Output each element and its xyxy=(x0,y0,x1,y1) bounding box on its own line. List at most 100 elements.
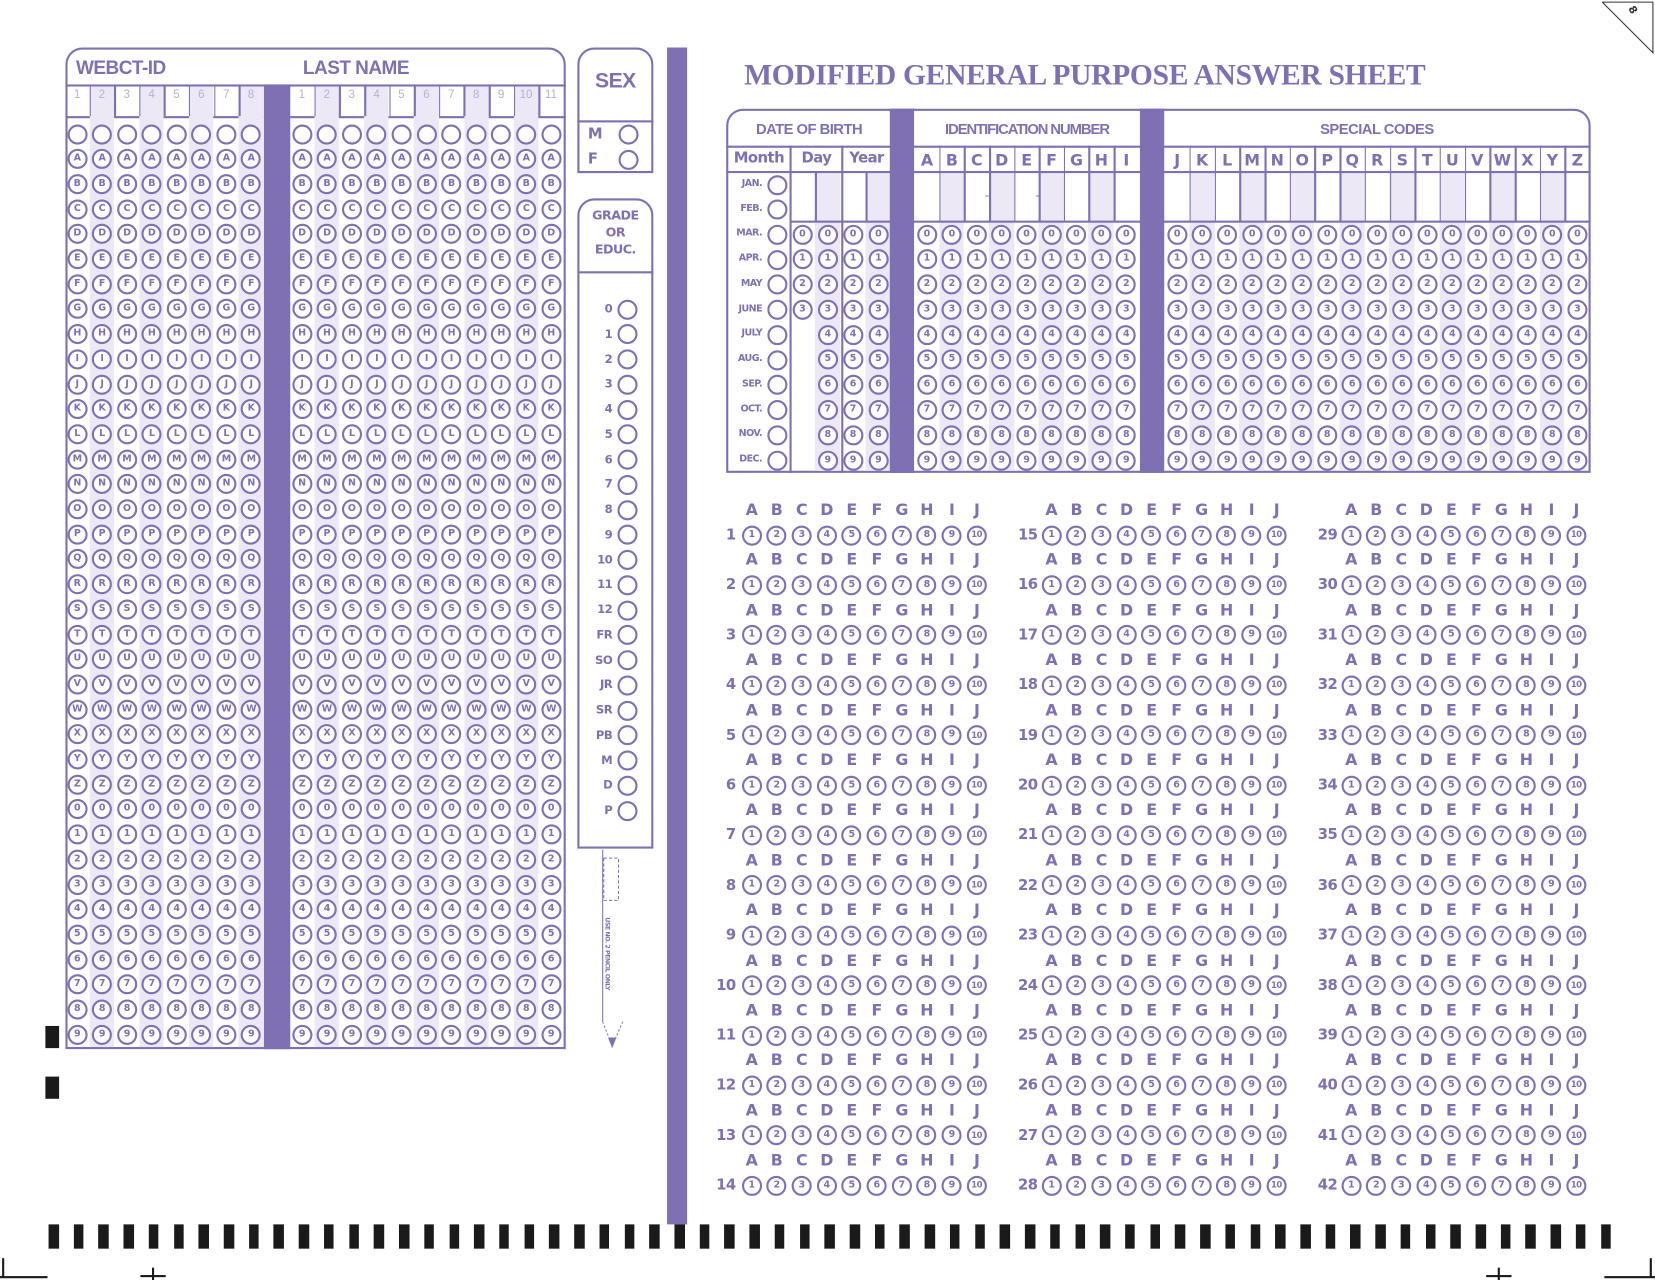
webct-id-bubble[interactable]: 6 xyxy=(141,949,162,970)
answer-bubble[interactable]: 6 xyxy=(1166,525,1187,546)
answer-bubble[interactable]: 2 xyxy=(1066,1025,1087,1046)
webct-id-bubble[interactable]: R xyxy=(216,574,237,595)
special-code-bubble[interactable]: 7 xyxy=(1191,399,1212,421)
year-tens-bubble[interactable]: 7 xyxy=(842,399,863,421)
last-name-bubble[interactable]: I xyxy=(391,349,412,370)
answer-bubble[interactable]: 1 xyxy=(1341,575,1362,596)
webct-id-bubble[interactable]: W xyxy=(141,699,162,720)
answer-bubble[interactable]: 5 xyxy=(841,925,862,946)
webct-id-bubble[interactable]: V xyxy=(191,674,212,695)
answer-bubble[interactable]: 5 xyxy=(1441,1025,1462,1046)
last-name-bubble[interactable]: W xyxy=(291,699,312,720)
last-name-bubble[interactable]: E xyxy=(466,249,487,270)
webct-id-bubble[interactable]: M xyxy=(166,449,187,470)
last-name-bubble[interactable]: U xyxy=(316,649,337,670)
webct-id-bubble[interactable]: Y xyxy=(67,749,88,770)
answer-bubble[interactable]: 1 xyxy=(1041,675,1062,696)
answer-bubble[interactable]: 3 xyxy=(1391,725,1412,746)
last-name-bubble[interactable]: 2 xyxy=(516,849,537,870)
answer-bubble[interactable]: 3 xyxy=(1091,975,1112,996)
answer-bubble[interactable]: 5 xyxy=(1441,1075,1462,1096)
identification-bubble[interactable]: 8 xyxy=(966,425,987,446)
identification-bubble[interactable]: 3 xyxy=(916,299,937,320)
answer-bubble[interactable]: 5 xyxy=(1141,575,1162,596)
last-name-bubble[interactable] xyxy=(466,124,487,145)
last-name-bubble[interactable]: Q xyxy=(366,549,387,570)
last-name-bubble[interactable]: X xyxy=(441,724,462,745)
answer-bubble[interactable]: 8 xyxy=(1216,775,1237,796)
answer-bubble[interactable]: 5 xyxy=(1441,1175,1462,1196)
answer-bubble[interactable]: 4 xyxy=(1416,1175,1437,1196)
answer-bubble[interactable]: 7 xyxy=(1491,1125,1512,1146)
last-name-bubble[interactable]: T xyxy=(540,624,561,645)
last-name-bubble[interactable]: U xyxy=(516,649,537,670)
answer-bubble[interactable]: 1 xyxy=(1041,525,1062,546)
identification-bubble[interactable]: 7 xyxy=(1041,399,1062,421)
webct-id-bubble[interactable]: 2 xyxy=(91,849,112,870)
last-name-bubble[interactable]: Q xyxy=(391,549,412,570)
last-name-bubble[interactable]: C xyxy=(391,199,412,220)
answer-bubble[interactable]: 5 xyxy=(1141,1125,1162,1146)
identification-bubble[interactable]: 3 xyxy=(966,299,987,320)
answer-bubble[interactable]: 6 xyxy=(866,725,887,746)
last-name-bubble[interactable]: 4 xyxy=(491,899,512,920)
special-code-bubble[interactable]: 0 xyxy=(1442,224,1463,245)
webct-id-bubble[interactable]: 9 xyxy=(216,1024,237,1045)
year-ones-bubble[interactable]: 5 xyxy=(868,349,889,370)
last-name-bubble[interactable]: 0 xyxy=(316,799,337,820)
last-name-bubble[interactable]: G xyxy=(416,299,437,320)
last-name-bubble[interactable]: U xyxy=(416,649,437,670)
special-code-bubble[interactable]: 8 xyxy=(1517,425,1538,446)
last-name-bubble[interactable]: U xyxy=(366,649,387,670)
webct-id-bubble[interactable]: H xyxy=(191,324,212,345)
special-code-bubble[interactable]: 2 xyxy=(1517,274,1538,295)
answer-bubble[interactable]: 1 xyxy=(741,625,762,646)
answer-bubble[interactable]: 6 xyxy=(1166,925,1187,946)
answer-bubble[interactable]: 8 xyxy=(1516,875,1537,896)
answer-bubble[interactable]: 10 xyxy=(1566,775,1587,796)
webct-id-bubble[interactable]: 7 xyxy=(166,974,187,995)
grade-option-bubble[interactable] xyxy=(616,324,637,345)
last-name-bubble[interactable]: K xyxy=(341,399,362,420)
answer-bubble[interactable]: 2 xyxy=(1066,725,1087,746)
special-code-bubble[interactable]: 3 xyxy=(1542,299,1563,320)
identification-bubble[interactable]: 4 xyxy=(1041,324,1062,345)
webct-id-bubble[interactable]: I xyxy=(191,349,212,370)
webct-id-bubble[interactable]: S xyxy=(141,599,162,620)
webct-id-bubble[interactable]: P xyxy=(141,524,162,545)
last-name-bubble[interactable]: 8 xyxy=(540,999,561,1020)
special-code-bubble[interactable]: 6 xyxy=(1341,374,1363,395)
webct-id-bubble[interactable]: 4 xyxy=(141,899,162,920)
webct-id-bubble[interactable]: 6 xyxy=(241,949,262,970)
answer-bubble[interactable]: 5 xyxy=(1141,525,1162,546)
identification-bubble[interactable]: 8 xyxy=(916,425,937,446)
identification-bubble[interactable]: 9 xyxy=(1091,450,1112,471)
last-name-bubble[interactable]: 3 xyxy=(491,874,512,895)
special-code-bubble[interactable]: 5 xyxy=(1241,349,1262,370)
webct-id-bubble[interactable]: J xyxy=(241,374,262,395)
special-code-bubble[interactable]: 2 xyxy=(1316,274,1337,295)
special-code-bubble[interactable]: 1 xyxy=(1442,249,1463,270)
answer-bubble[interactable]: 9 xyxy=(1541,575,1562,596)
answer-bubble[interactable]: 10 xyxy=(1266,725,1287,746)
special-code-bubble[interactable]: 6 xyxy=(1492,374,1513,395)
last-name-bubble[interactable]: X xyxy=(516,724,537,745)
webct-id-bubble[interactable]: P xyxy=(241,524,262,545)
last-name-bubble[interactable]: E xyxy=(341,249,362,270)
identification-bubble[interactable]: 0 xyxy=(991,224,1012,245)
last-name-bubble[interactable]: T xyxy=(316,624,337,645)
last-name-bubble[interactable]: 3 xyxy=(466,874,487,895)
webct-id-bubble[interactable]: S xyxy=(191,599,212,620)
special-code-bubble[interactable]: 4 xyxy=(1467,324,1488,345)
answer-bubble[interactable]: 9 xyxy=(941,675,962,696)
last-name-bubble[interactable]: 8 xyxy=(416,999,437,1020)
webct-id-bubble[interactable]: X xyxy=(141,724,162,745)
special-code-bubble[interactable]: 9 xyxy=(1191,450,1212,471)
webct-id-bubble[interactable]: O xyxy=(116,499,137,520)
last-name-bubble[interactable]: G xyxy=(540,299,561,320)
answer-bubble[interactable]: 4 xyxy=(816,925,837,946)
webct-id-bubble[interactable]: 6 xyxy=(166,949,187,970)
webct-id-bubble[interactable]: G xyxy=(191,299,212,320)
answer-bubble[interactable]: 5 xyxy=(1141,825,1162,846)
answer-bubble[interactable]: 3 xyxy=(791,1125,812,1146)
